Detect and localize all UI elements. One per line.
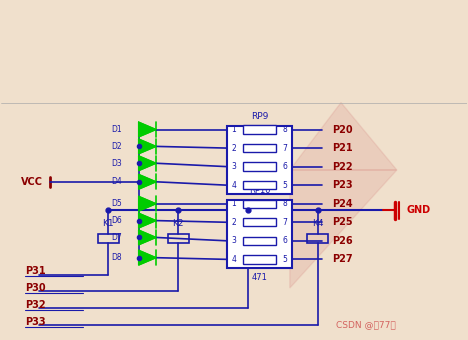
Text: P32: P32 bbox=[25, 300, 45, 310]
Bar bbox=[243, 237, 276, 245]
Text: RP9: RP9 bbox=[251, 112, 268, 121]
Text: K2: K2 bbox=[172, 219, 184, 228]
Text: D7: D7 bbox=[111, 233, 122, 242]
Text: 4: 4 bbox=[232, 255, 236, 264]
Text: GND: GND bbox=[406, 205, 430, 216]
Polygon shape bbox=[139, 230, 156, 245]
Bar bbox=[243, 125, 276, 134]
Bar bbox=[243, 200, 276, 208]
Bar bbox=[243, 255, 276, 264]
Text: 3: 3 bbox=[232, 162, 236, 171]
Text: D4: D4 bbox=[111, 177, 122, 186]
Text: 2: 2 bbox=[232, 218, 236, 227]
Polygon shape bbox=[139, 174, 156, 189]
Bar bbox=[227, 200, 292, 268]
Text: 8: 8 bbox=[283, 125, 287, 134]
Bar bbox=[307, 234, 328, 242]
Text: P21: P21 bbox=[332, 143, 352, 153]
Text: P30: P30 bbox=[25, 283, 45, 293]
Text: 1: 1 bbox=[232, 125, 236, 134]
Text: P20: P20 bbox=[332, 124, 352, 135]
Bar bbox=[168, 234, 189, 242]
Bar bbox=[98, 234, 119, 242]
Text: 6: 6 bbox=[283, 162, 288, 171]
Text: RP10: RP10 bbox=[249, 186, 271, 195]
Text: D8: D8 bbox=[112, 253, 122, 262]
Bar bbox=[227, 126, 292, 193]
Text: P22: P22 bbox=[332, 162, 352, 172]
Polygon shape bbox=[139, 139, 156, 154]
Text: K3: K3 bbox=[242, 219, 254, 228]
Text: D1: D1 bbox=[112, 125, 122, 134]
Text: D2: D2 bbox=[112, 142, 122, 151]
Polygon shape bbox=[290, 170, 397, 288]
Text: 5: 5 bbox=[283, 255, 288, 264]
Polygon shape bbox=[139, 122, 156, 137]
Text: 2: 2 bbox=[232, 143, 236, 153]
Text: P31: P31 bbox=[25, 266, 45, 276]
Text: P26: P26 bbox=[332, 236, 352, 246]
Text: 5: 5 bbox=[283, 181, 288, 190]
Text: 4: 4 bbox=[232, 181, 236, 190]
Text: 7: 7 bbox=[283, 218, 288, 227]
Text: 1: 1 bbox=[232, 199, 236, 208]
Text: P27: P27 bbox=[332, 254, 352, 265]
Polygon shape bbox=[139, 250, 156, 265]
Polygon shape bbox=[139, 213, 156, 228]
Text: P23: P23 bbox=[332, 180, 352, 190]
Text: 471: 471 bbox=[252, 273, 268, 283]
Text: K4: K4 bbox=[312, 219, 323, 228]
Text: 8: 8 bbox=[283, 199, 287, 208]
Bar bbox=[243, 218, 276, 226]
Text: P24: P24 bbox=[332, 199, 352, 209]
Bar bbox=[243, 181, 276, 189]
Text: 7: 7 bbox=[283, 143, 288, 153]
Text: D6: D6 bbox=[111, 216, 122, 225]
Text: P25: P25 bbox=[332, 217, 352, 227]
Text: CSDN @宁77叶: CSDN @宁77叶 bbox=[336, 321, 396, 329]
Text: D5: D5 bbox=[111, 199, 122, 208]
Bar bbox=[237, 234, 258, 242]
Text: 3: 3 bbox=[232, 236, 236, 245]
Polygon shape bbox=[139, 196, 156, 211]
Polygon shape bbox=[290, 103, 397, 170]
Bar bbox=[243, 163, 276, 171]
Bar bbox=[243, 144, 276, 152]
Text: VCC: VCC bbox=[21, 177, 43, 187]
Text: P33: P33 bbox=[25, 317, 45, 327]
Text: K1: K1 bbox=[102, 219, 114, 228]
Polygon shape bbox=[139, 156, 156, 171]
Text: 6: 6 bbox=[283, 236, 288, 245]
Text: D3: D3 bbox=[111, 159, 122, 168]
